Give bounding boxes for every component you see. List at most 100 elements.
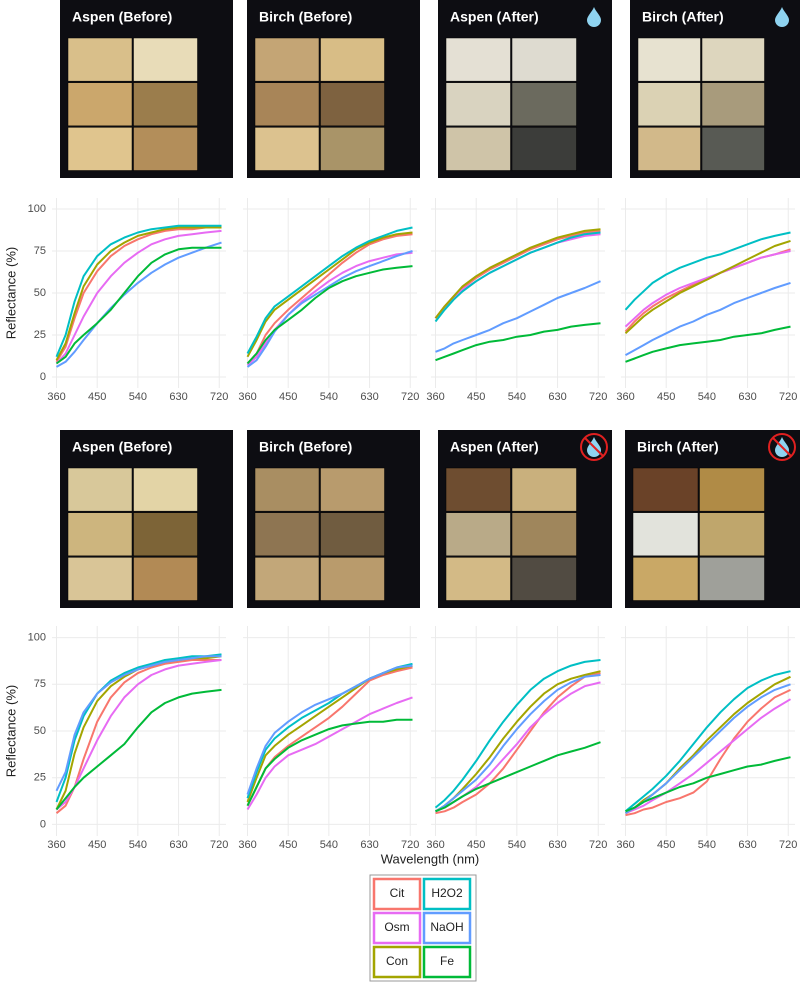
legend-label: H2O2 [431, 886, 463, 900]
y-tick-label: 75 [34, 245, 46, 257]
wood-tile [254, 467, 320, 512]
spectrum-line [55, 226, 222, 361]
water-drop-icon [775, 7, 789, 27]
legend-swatch [372, 911, 422, 945]
spectrum-line [56, 241, 222, 368]
wood-tile [701, 82, 765, 127]
x-tick-label: 720 [210, 391, 228, 403]
y-axis-label: Reflectance (%) [3, 685, 18, 777]
x-tick-label: 360 [616, 391, 634, 403]
y-tick-label: 100 [28, 203, 46, 215]
spectrum-line [625, 756, 791, 813]
x-tick-label: 450 [657, 391, 675, 403]
wood-tile [701, 127, 765, 171]
spectrum-line [55, 688, 222, 811]
wood-tile [133, 512, 198, 557]
wood-tile [511, 467, 577, 512]
water-drop-icon [587, 7, 601, 27]
spectrum-line [55, 246, 222, 365]
spectrum-line [434, 231, 601, 323]
wood-tile [511, 127, 577, 171]
spectrum-line [246, 233, 413, 365]
spectrum-line [624, 250, 791, 328]
spectrum-line [624, 675, 791, 815]
x-tick-label: 720 [779, 839, 797, 851]
y-tick-label: 75 [34, 678, 46, 690]
spectrum-line [55, 224, 222, 358]
x-tick-label: 540 [129, 391, 147, 403]
wood-tile [133, 82, 198, 127]
wood-tile [445, 37, 511, 82]
wood-tile [320, 82, 385, 127]
legend-label: Cit [390, 886, 405, 900]
x-tick-label: 450 [88, 391, 106, 403]
spectrum-line [434, 674, 601, 813]
wood-tile [445, 467, 511, 512]
y-tick-label: 50 [34, 287, 46, 299]
x-tick-label: 720 [210, 839, 228, 851]
wood-tile [511, 82, 577, 127]
spectrum-line [246, 231, 413, 358]
y-tick-label: 25 [34, 329, 46, 341]
x-tick-label: 630 [548, 391, 566, 403]
x-axis-label: Wavelength (nm) [381, 851, 480, 866]
wood-tile [320, 557, 385, 601]
legend-label: Fe [440, 954, 454, 968]
x-tick-label: 720 [589, 839, 607, 851]
spectrum-line [624, 670, 791, 813]
wood-tile [699, 512, 765, 557]
x-tick-label: 540 [698, 391, 716, 403]
y-tick-label: 0 [40, 818, 46, 830]
x-tick-label: 360 [426, 839, 444, 851]
y-axis-label: Reflectance (%) [3, 247, 18, 339]
wood-tile [445, 82, 511, 127]
no-water-circle [768, 433, 796, 461]
spectrum-line [246, 718, 413, 807]
wood-tile [67, 82, 133, 127]
x-tick-label: 360 [238, 839, 256, 851]
x-tick-label: 630 [548, 839, 566, 851]
wood-tile [320, 127, 385, 171]
spectrum-line [624, 231, 791, 311]
wood-tile [67, 127, 133, 171]
wood-tile [133, 127, 198, 171]
wood-tile [320, 467, 385, 512]
wood-tile [445, 512, 511, 557]
spectrum-line [55, 659, 222, 811]
wood-tile [254, 82, 320, 127]
wood-tile [254, 512, 320, 557]
spectrum-line [246, 696, 413, 811]
wood-tile [637, 82, 701, 127]
spectrum-line [246, 265, 413, 365]
wood-tile [701, 37, 765, 82]
wood-tile [699, 557, 765, 601]
x-tick-label: 540 [320, 391, 338, 403]
x-tick-label: 630 [738, 391, 756, 403]
wood-tile [133, 467, 198, 512]
wood-tile [632, 557, 699, 601]
wood-tile [133, 557, 198, 601]
spectrum-line [55, 653, 222, 803]
wood-tile [67, 37, 133, 82]
x-tick-label: 360 [616, 839, 634, 851]
x-tick-label: 450 [279, 391, 297, 403]
x-tick-label: 630 [738, 839, 756, 851]
wood-tile [254, 557, 320, 601]
legend-swatch [372, 945, 422, 979]
spectrum-line [246, 664, 413, 795]
no-water-slash [772, 437, 792, 457]
legend-swatch [422, 911, 472, 945]
wood-tile [320, 37, 385, 82]
no-water-circle [580, 433, 608, 461]
spectrum-line [435, 741, 601, 813]
legend-label: NaOH [430, 920, 463, 934]
x-tick-label: 540 [508, 839, 526, 851]
spectrum-line [55, 226, 222, 363]
x-tick-label: 540 [320, 839, 338, 851]
photo-title: Birch (Before) [259, 9, 352, 25]
x-tick-label: 450 [467, 391, 485, 403]
wood-tile [67, 557, 133, 601]
wood-tile [637, 37, 701, 82]
no-water-slash [584, 437, 604, 457]
